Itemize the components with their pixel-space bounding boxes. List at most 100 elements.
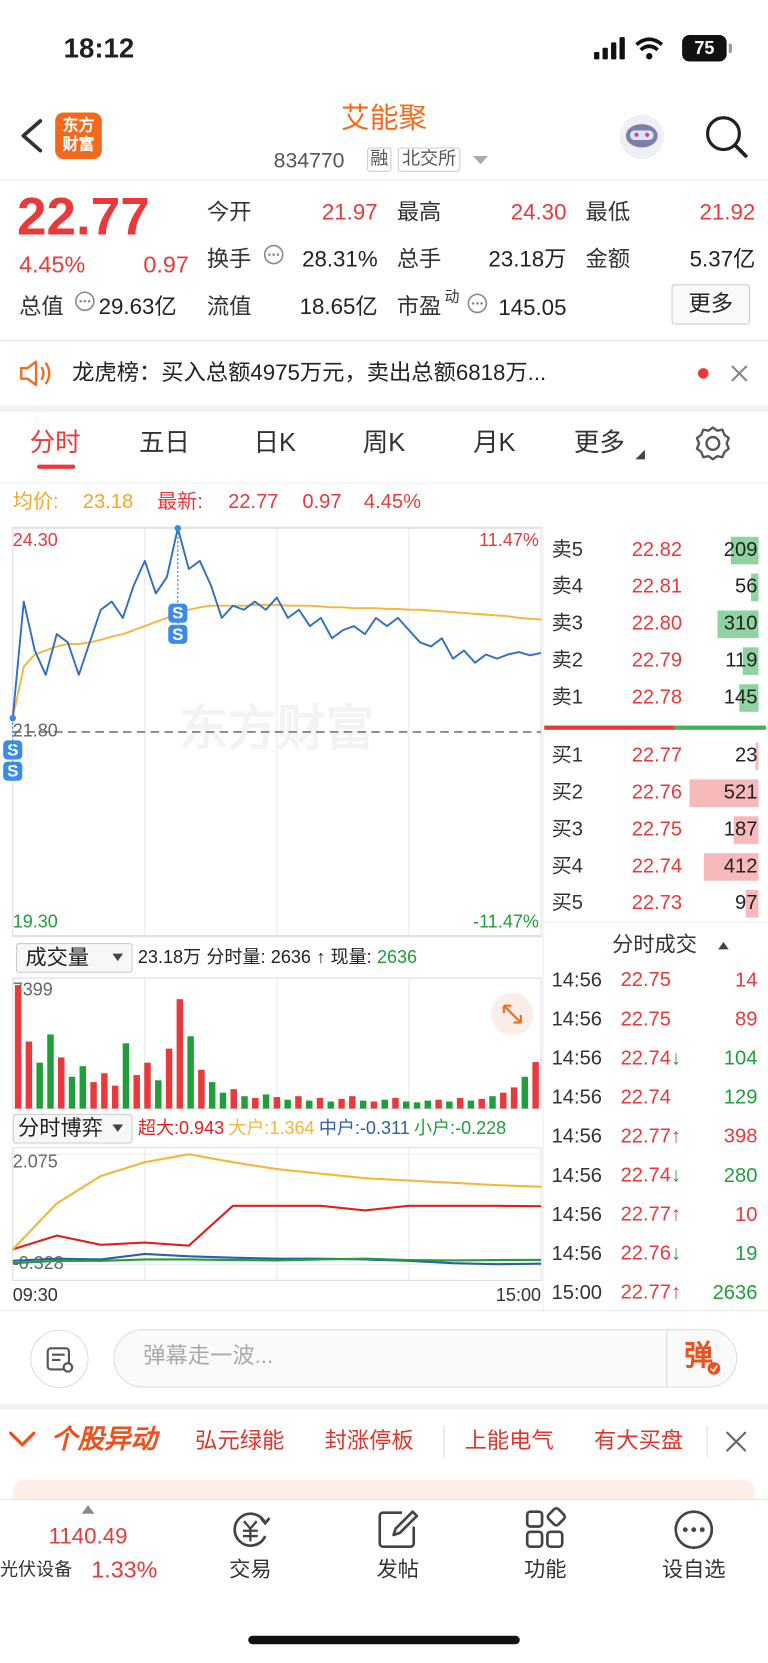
search-button[interactable]: [702, 112, 749, 159]
trade-price-value: 22.75: [621, 1009, 671, 1031]
latest-value: 22.77: [228, 491, 279, 514]
alert-item[interactable]: 有大买盘: [594, 1428, 684, 1454]
index-name: 光伏设备: [0, 1559, 73, 1580]
field-value: 21.92: [699, 200, 756, 225]
volume-bar: [521, 1076, 529, 1109]
close-button[interactable]: [725, 1430, 748, 1453]
signal-badge: [168, 624, 188, 644]
field-value: 145.05: [498, 295, 567, 321]
volume-info-item: ↑: [316, 947, 326, 968]
info-icon[interactable]: [74, 291, 95, 312]
depth-bar: [739, 684, 759, 712]
order-price: 22.80: [632, 613, 682, 635]
nav-item[interactable]: 交易: [229, 1558, 272, 1582]
depth-bar: [733, 816, 759, 844]
order-label: 买4: [552, 855, 583, 877]
signal-label: S: [7, 762, 18, 781]
close-button[interactable]: [730, 364, 749, 383]
volume-bar: [489, 1096, 496, 1109]
nav-icon: [378, 1510, 419, 1548]
alert-item[interactable]: 弘元绿能: [195, 1428, 285, 1454]
divider: [0, 1403, 768, 1410]
volume-bar: [208, 1082, 216, 1109]
alert-item[interactable]: 封涨停板: [324, 1428, 414, 1454]
volume-bar: [435, 1099, 442, 1109]
flow-legend: 超大:0.943 大户:1.364 中户:-0.311 小户:-0.228: [138, 1118, 506, 1139]
expand-icon[interactable]: [81, 1505, 95, 1514]
depth-divider-sell: [544, 725, 675, 730]
trade-volume: 14: [735, 970, 757, 992]
signal-badge: [3, 761, 23, 781]
order-label: 买1: [552, 745, 583, 767]
bottom-bar: [0, 1498, 768, 1663]
field-value: 18.65亿: [299, 294, 378, 320]
legend-value: 0.943: [178, 1118, 225, 1139]
signal-badge: [3, 740, 23, 760]
volume-bar: [262, 1094, 270, 1109]
volume-bar: [111, 1085, 119, 1109]
battery: 75: [682, 35, 727, 62]
volume-bar: [241, 1096, 248, 1109]
avg-label: 均价:: [12, 491, 59, 514]
tab[interactable]: 周K: [362, 428, 406, 458]
trade-time: 14:56: [552, 1204, 602, 1226]
nav-item[interactable]: 设自选: [661, 1558, 726, 1582]
tab[interactable]: 更多: [573, 428, 625, 458]
trade-arrow: ↑: [671, 1204, 681, 1226]
order-volume: 310: [724, 613, 758, 635]
order-volume: 97: [735, 892, 757, 914]
signal-label: S: [172, 625, 183, 644]
tag: 北交所: [397, 147, 461, 172]
trade-price: 22.74: [621, 1087, 671, 1109]
order-volume: 187: [724, 818, 758, 840]
info-icon[interactable]: [467, 293, 488, 314]
more-button[interactable]: 更多: [671, 284, 750, 325]
trade-volume: 280: [724, 1165, 758, 1187]
field-value: 5.37亿: [689, 247, 756, 272]
back-button[interactable]: [17, 117, 47, 155]
sort-icon: [718, 941, 729, 950]
y-tick-label: 19.30: [13, 912, 58, 932]
order-price: 22.81: [632, 576, 682, 598]
trade-price: 22.74↓: [621, 1165, 681, 1187]
nav-item[interactable]: 发帖: [376, 1558, 420, 1582]
field-value: 29.63亿: [98, 294, 177, 320]
order-label: 卖1: [552, 685, 583, 708]
volume-bar: [413, 1102, 421, 1109]
order-label: 买5: [552, 892, 583, 914]
divider: [0, 179, 768, 181]
menu-button[interactable]: [30, 1329, 89, 1389]
flow-line: [12, 1204, 542, 1251]
volume-selector[interactable]: 成交量: [15, 943, 133, 973]
tab[interactable]: 日K: [253, 428, 296, 458]
status-icons: [594, 37, 664, 60]
settings-button[interactable]: [695, 425, 731, 461]
info-icon[interactable]: [263, 244, 284, 265]
volume-bar: [14, 985, 22, 1109]
tab[interactable]: 分时: [29, 428, 81, 458]
alert-item[interactable]: 上能电气: [464, 1428, 554, 1454]
trade-price-value: 22.74: [621, 1087, 671, 1109]
comment-input[interactable]: [113, 1329, 738, 1388]
volume-bar: [133, 1075, 140, 1109]
collapse-icon[interactable]: [8, 1430, 36, 1449]
nav-item[interactable]: 功能: [524, 1558, 567, 1582]
trades-title[interactable]: 分时成交: [612, 933, 697, 957]
order-volume: 209: [724, 539, 758, 561]
avatar[interactable]: [617, 112, 666, 161]
volume-bar: [338, 1098, 345, 1109]
tab[interactable]: 月K: [473, 428, 516, 458]
volume-info-item: 2636: [376, 947, 418, 968]
flow-selector[interactable]: 分时博弈: [12, 1113, 133, 1144]
volume-bar: [370, 1101, 378, 1109]
index-value: 1140.49: [48, 1524, 128, 1549]
legend-item: 大户:1.364: [228, 1118, 314, 1139]
tab[interactable]: 五日: [138, 428, 190, 458]
volume-bar: [532, 1062, 539, 1109]
flow-line: [12, 1252, 542, 1266]
notice-text[interactable]: 龙虎榜：买入总额4975万元，卖出总额6818万...: [72, 360, 547, 386]
depth-bar: [717, 610, 759, 639]
dropdown-icon[interactable]: [473, 155, 488, 166]
order-volume: 23: [735, 745, 757, 767]
